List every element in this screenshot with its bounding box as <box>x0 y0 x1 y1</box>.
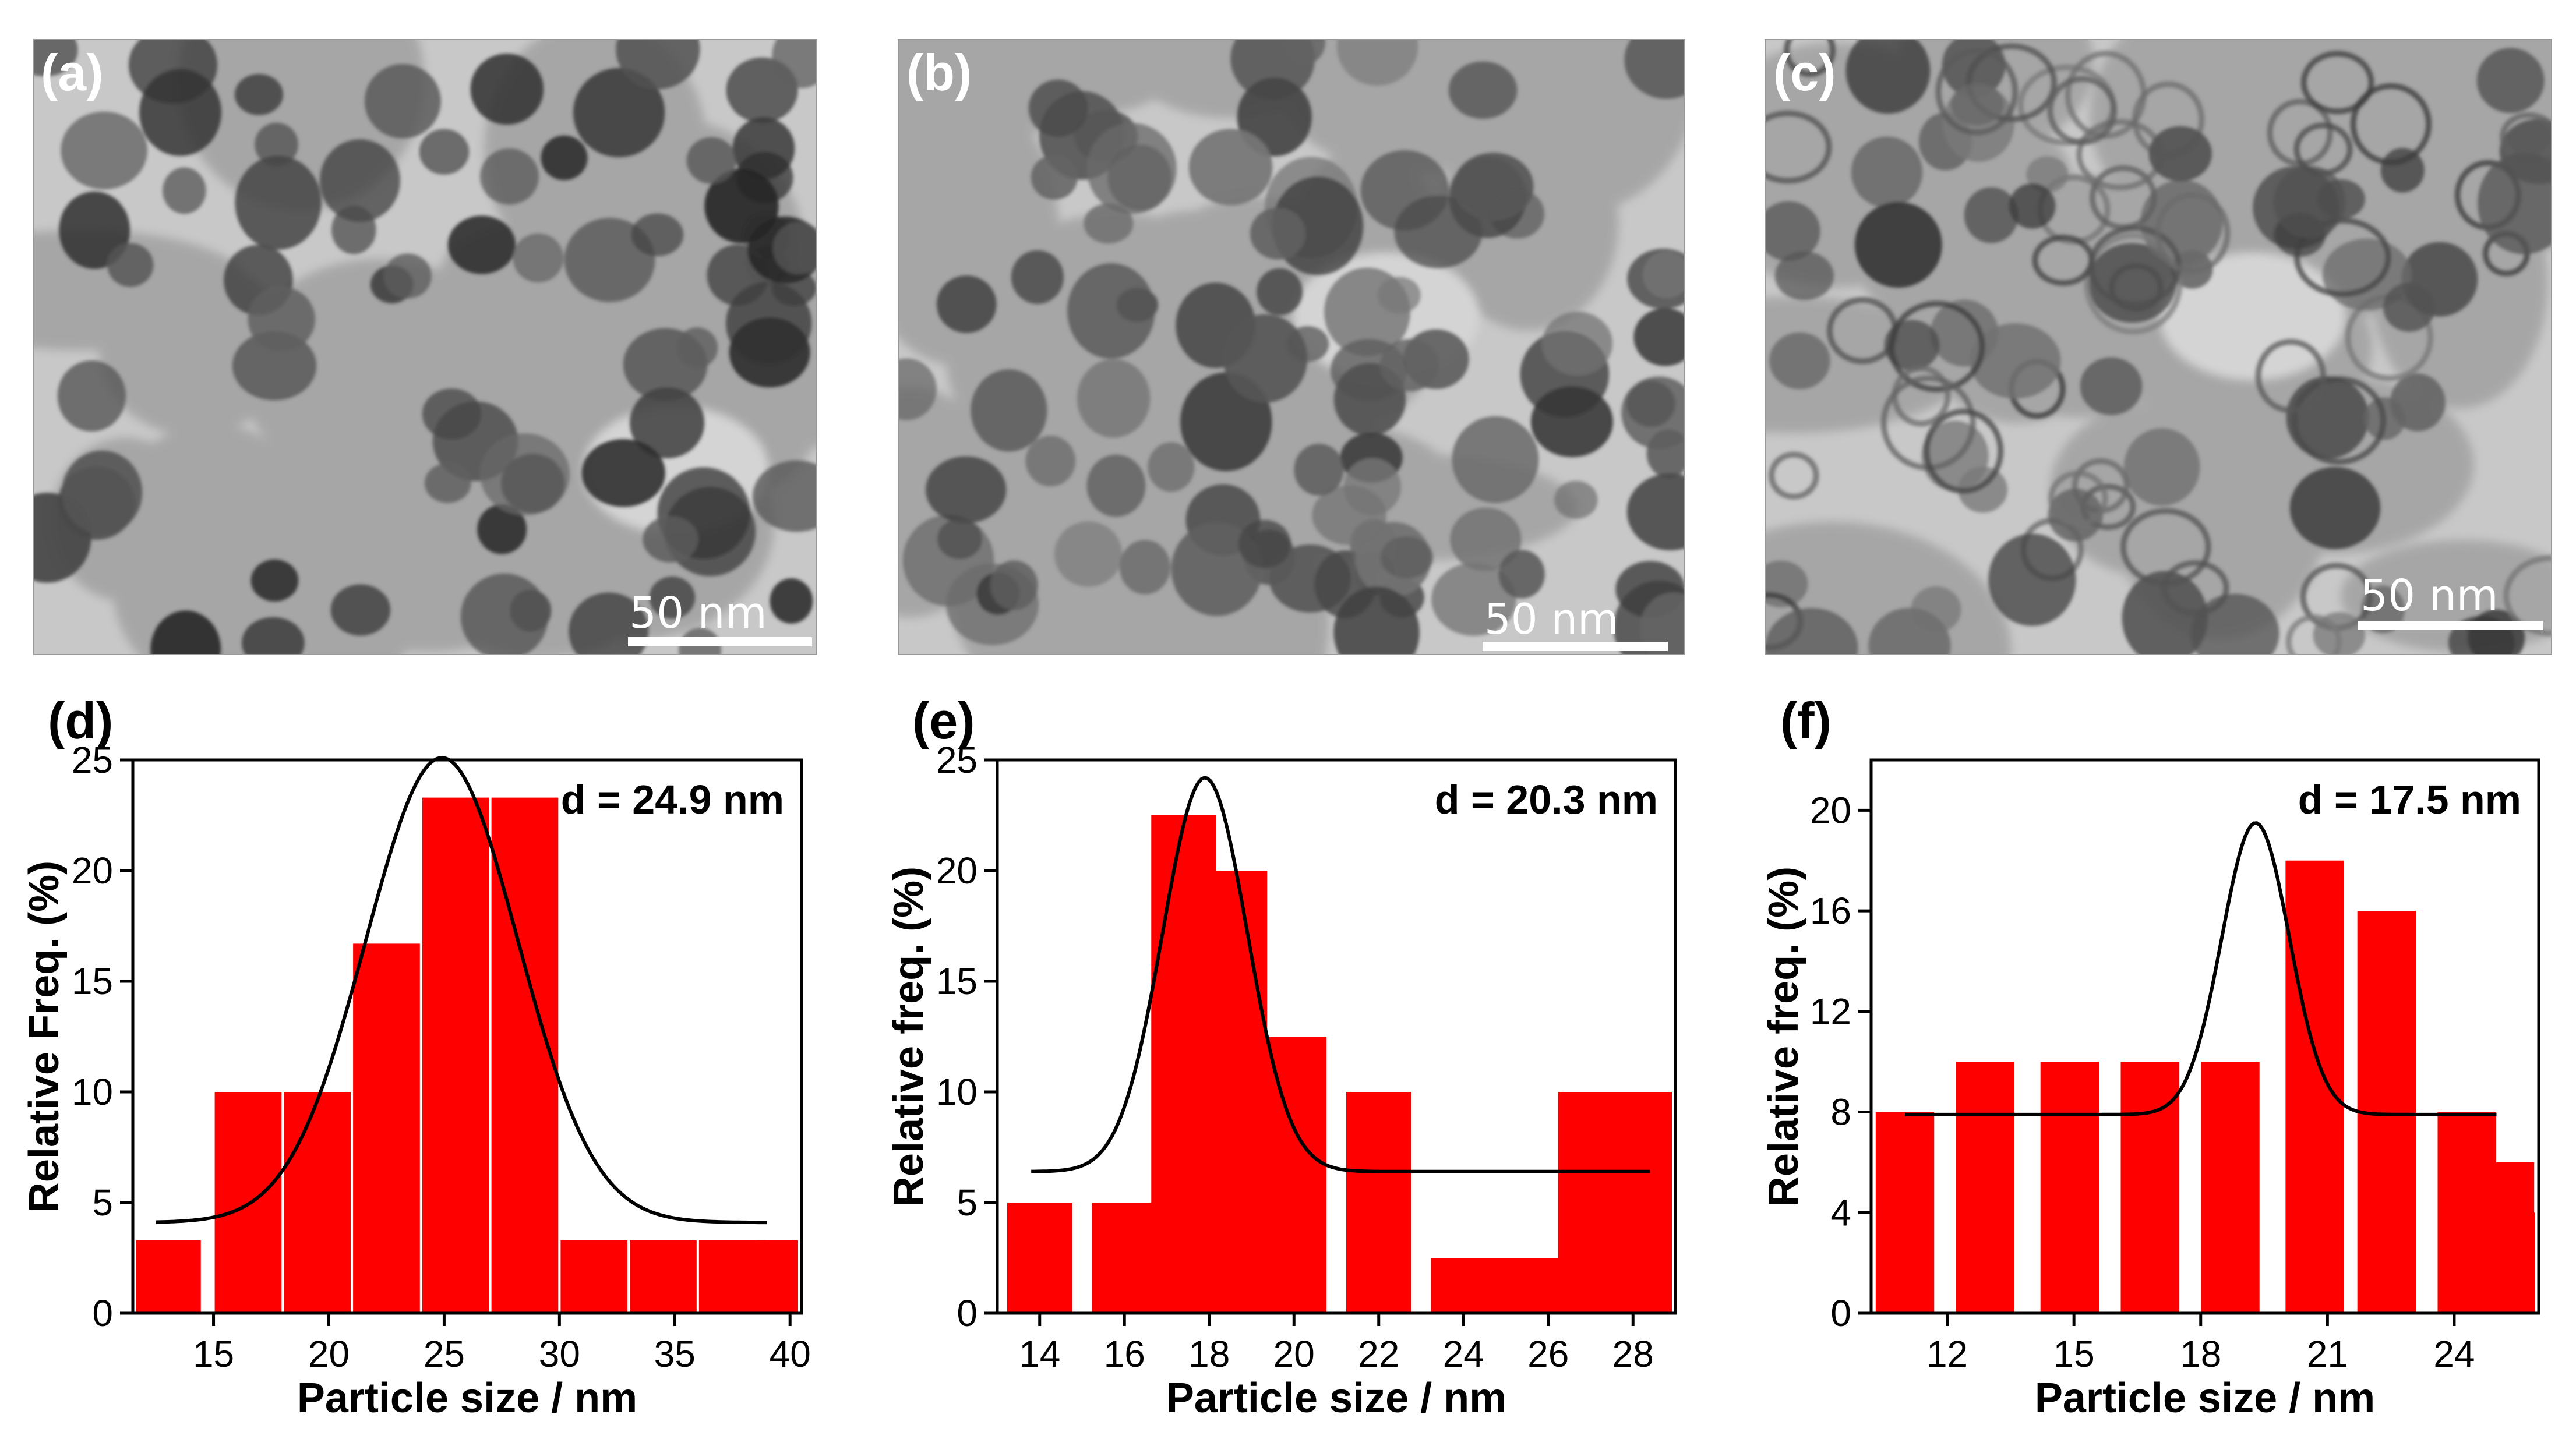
histogram-f: 12 15 18 21 24 0 4 8 12 16 20 Particle size / nm Rel… <box>1760 758 2540 1422</box>
x-axis-label: Particle size / nm <box>297 1375 637 1422</box>
y-tick-label: 5 <box>92 1182 113 1224</box>
scale-bar <box>628 637 812 646</box>
x-tick-label: 26 <box>1527 1333 1569 1375</box>
scale-bar-label: 50 nm <box>629 588 767 638</box>
y-tick-label: 12 <box>1810 991 1851 1033</box>
histogram-bar <box>1431 1258 1497 1313</box>
y-axis-label: Relative Freq. (%) <box>21 861 68 1212</box>
x-tick-label: 16 <box>1104 1333 1145 1375</box>
tem-image-c <box>1765 39 2552 655</box>
histogram-bar <box>1956 1062 2015 1313</box>
histogram-bar <box>1007 1203 1072 1313</box>
x-tick-label: 25 <box>424 1333 465 1375</box>
y-tick-label: 15 <box>72 960 113 1002</box>
histogram-bar <box>1608 1092 1672 1313</box>
x-tick-label: 22 <box>1358 1333 1399 1375</box>
chart-panel-label: (d) <box>48 692 113 749</box>
histogram-bar <box>2040 1062 2099 1313</box>
x-axis-label: Particle size / nm <box>1166 1375 1506 1422</box>
histogram-e: 14 16 18 20 22 24 26 28 0 5 10 15 20 25 Particle size … <box>885 739 1677 1422</box>
gaussian-fit-line <box>1031 776 1650 1173</box>
y-tick-label: 25 <box>936 739 978 781</box>
y-tick-label: 4 <box>1830 1191 1851 1233</box>
chart-panel-label: (f) <box>1780 692 1832 749</box>
gaussian-fit-line <box>156 756 767 1225</box>
y-tick-label: 0 <box>1830 1292 1851 1334</box>
mean-size-annotation: d = 20.3 nm <box>1435 777 1658 822</box>
y-tick-label: 0 <box>92 1292 113 1334</box>
histogram-bar <box>353 943 420 1313</box>
x-tick-label: 24 <box>1443 1333 1484 1375</box>
scale-bar <box>2358 621 2543 630</box>
x-tick-label: 12 <box>1926 1333 1968 1375</box>
histogram-bar <box>1092 1203 1158 1313</box>
x-tick-label: 35 <box>654 1333 696 1375</box>
histogram-bar <box>2120 1062 2179 1313</box>
x-tick-label: 20 <box>1273 1333 1315 1375</box>
x-tick-label: 28 <box>1612 1333 1654 1375</box>
x-tick-label: 40 <box>770 1333 811 1375</box>
mean-size-annotation: d = 24.9 nm <box>561 777 784 822</box>
scale-bar-label: 50 nm <box>1484 595 1618 643</box>
histogram-bar <box>136 1240 201 1313</box>
y-tick-label: 10 <box>72 1071 113 1113</box>
x-tick-label: 18 <box>1188 1333 1230 1375</box>
histogram-bar <box>1494 1258 1560 1313</box>
y-tick-label: 0 <box>957 1292 978 1334</box>
histogram-bar <box>422 797 489 1313</box>
tem-panel-label: (b) <box>906 44 972 101</box>
x-tick-label: 20 <box>308 1333 350 1375</box>
histogram-bar <box>2201 1062 2260 1313</box>
tem-panel-label: (c) <box>1773 44 1836 101</box>
histogram-bar <box>560 1240 628 1313</box>
y-axis-label: Relative freq. (%) <box>1760 867 1807 1207</box>
histogram-bar <box>698 1240 766 1313</box>
x-tick-label: 30 <box>539 1333 580 1375</box>
x-tick-label: 24 <box>2433 1333 2475 1375</box>
histogram-bar <box>2285 860 2344 1313</box>
gaussian-fit-line <box>1905 821 2497 1116</box>
histogram-bar <box>1875 1112 1935 1313</box>
x-tick-label: 15 <box>2053 1333 2095 1375</box>
y-tick-label: 25 <box>72 739 113 781</box>
x-tick-label: 15 <box>193 1333 234 1375</box>
y-tick-label: 10 <box>936 1071 978 1113</box>
histogram-bar <box>284 1092 351 1313</box>
scale-bar-label: 50 nm <box>2360 571 2499 621</box>
plot-frame <box>996 758 1677 1315</box>
y-tick-label: 20 <box>1810 789 1851 831</box>
histogram-bar <box>756 1240 798 1313</box>
histogram-bar <box>630 1240 697 1313</box>
y-axis-label: Relative freq. (%) <box>885 867 932 1207</box>
y-tick-label: 15 <box>936 960 978 1002</box>
x-tick-label: 14 <box>1019 1333 1060 1375</box>
tem-image-b <box>898 39 1685 655</box>
x-tick-label: 18 <box>2180 1333 2221 1375</box>
histogram-bar <box>2501 1212 2535 1313</box>
histogram-bar <box>1261 1037 1327 1313</box>
histogram-bar <box>1346 1092 1411 1313</box>
chart-panel-label: (e) <box>912 692 975 749</box>
mean-size-annotation: d = 17.5 nm <box>2298 777 2521 822</box>
histogram-bar <box>1202 871 1268 1313</box>
x-axis-label: Particle size / nm <box>2035 1375 2375 1422</box>
y-tick-label: 8 <box>1830 1091 1851 1133</box>
y-tick-label: 16 <box>1810 890 1851 932</box>
y-tick-label: 20 <box>936 850 978 892</box>
scale-bar <box>1483 642 1668 651</box>
tem-image-a <box>33 39 817 655</box>
plot-frame <box>1869 758 2540 1315</box>
x-tick-label: 21 <box>2307 1333 2348 1375</box>
y-tick-label: 5 <box>957 1182 978 1224</box>
y-tick-label: 20 <box>72 850 113 892</box>
tem-panel-label: (a) <box>41 44 104 101</box>
plot-frame <box>131 758 803 1315</box>
